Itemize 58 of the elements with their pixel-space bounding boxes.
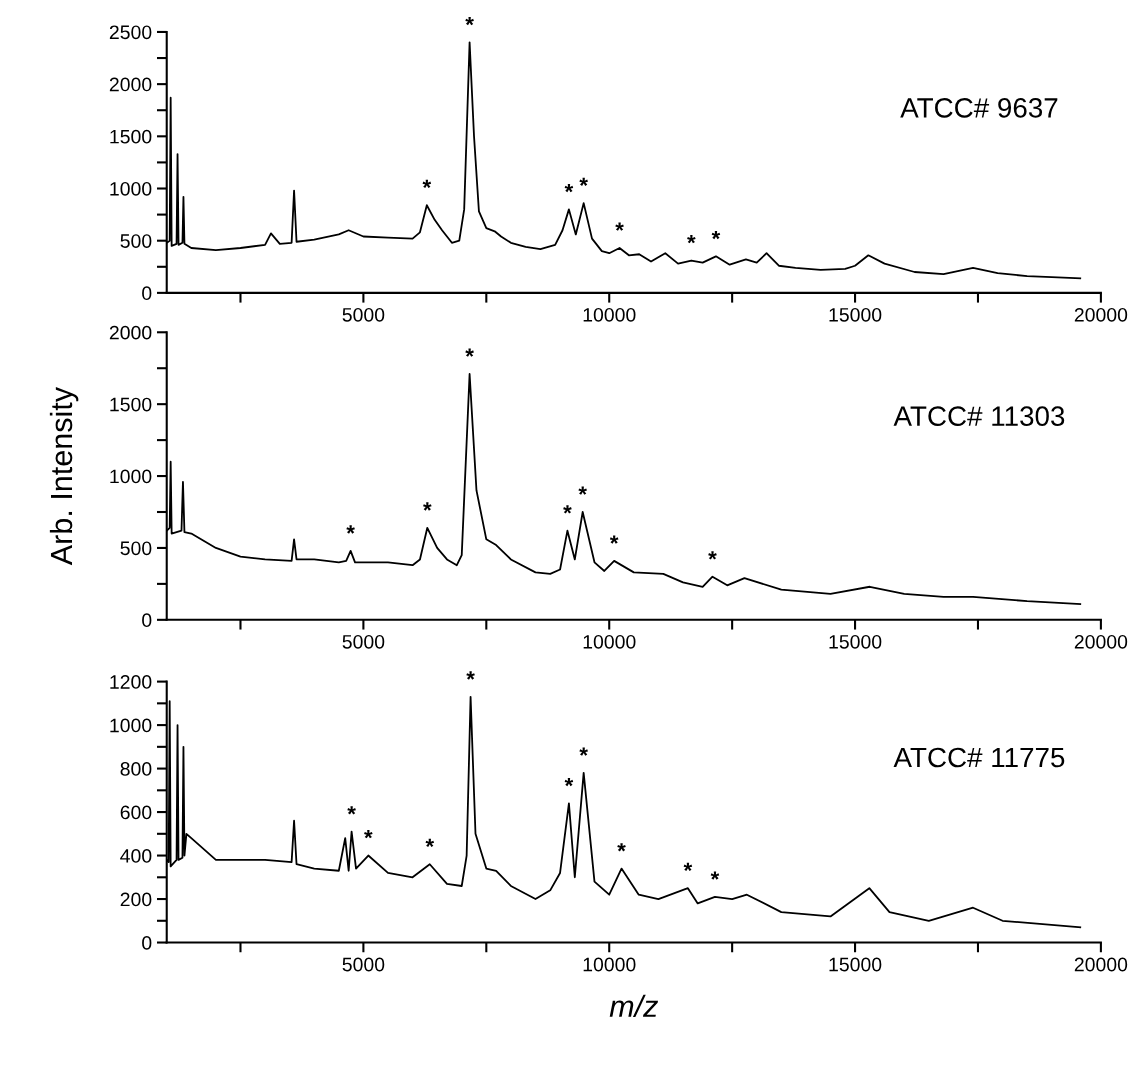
annotation: * [708, 551, 717, 560]
y-tick-label: 500 [120, 234, 152, 248]
text: ATCC# 9637 [900, 98, 1058, 118]
annotation: * [364, 830, 373, 839]
y-tick-label: 2000 [109, 77, 152, 92]
annotation: * [466, 671, 475, 680]
x-tick-label: 15000 [829, 307, 882, 322]
y-tick-label: 0 [142, 613, 152, 628]
x-tick-label: 5000 [342, 634, 385, 649]
annotation: * [422, 179, 432, 189]
x-tick-label: 15000 [829, 957, 882, 972]
annotation: * [711, 230, 721, 240]
annotation: * [617, 843, 626, 852]
y-tick-label: 2000 [109, 325, 152, 340]
y-tick-label: 1000 [110, 181, 152, 196]
annotation: * [615, 222, 624, 231]
text: ATCC# 11775 [893, 747, 1065, 768]
annotation: * [687, 235, 696, 244]
x-tick-label: 10000 [583, 634, 636, 649]
text: ATCC# 11303 [893, 406, 1065, 426]
y-tick-label: 1500 [110, 129, 152, 144]
y-tick-label: 800 [120, 762, 152, 776]
x-tick-label: 20000 [1074, 634, 1128, 649]
annotation: * [465, 348, 474, 357]
annotation: * [347, 806, 356, 815]
x-tick-label: 15000 [829, 634, 882, 649]
x-tick-label: 20000 [1074, 957, 1128, 972]
annotation: * [609, 535, 619, 544]
y-tick-label: 1500 [110, 397, 152, 412]
annotation: * [346, 525, 355, 534]
annotation: * [563, 505, 572, 514]
annotation: * [710, 871, 720, 880]
annotation: * [578, 486, 587, 495]
y-tick-label: 2500 [109, 25, 152, 40]
y-tick-label: 1000 [110, 718, 152, 733]
annotation: * [465, 16, 474, 26]
y-tick-label: 1200 [110, 675, 152, 689]
x-tick-label: 20000 [1074, 307, 1128, 322]
y-tick-label: 400 [120, 849, 152, 863]
x-tick-label: 10000 [583, 307, 636, 322]
annotation: * [564, 183, 574, 193]
x-tick-label: 10000 [583, 957, 636, 972]
annotation: * [579, 177, 588, 186]
y-tick-label: 500 [120, 541, 152, 556]
annotation: * [564, 777, 574, 787]
x-tick-label: 5000 [342, 957, 385, 972]
annotation: * [683, 862, 693, 871]
y-tick-label: 200 [120, 892, 152, 907]
y-axis-title: Arb. Intensity [49, 386, 79, 566]
x-axis-title: m/z [609, 994, 659, 1018]
x-tick-label: 5000 [342, 307, 385, 322]
annotation: * [579, 747, 588, 756]
y-tick-label: 0 [142, 935, 152, 950]
annotation: * [423, 502, 432, 511]
annotation: * [425, 838, 435, 848]
y-tick-label: 1000 [110, 469, 152, 484]
y-tick-label: 600 [120, 805, 152, 820]
y-tick-label: 0 [142, 286, 152, 301]
